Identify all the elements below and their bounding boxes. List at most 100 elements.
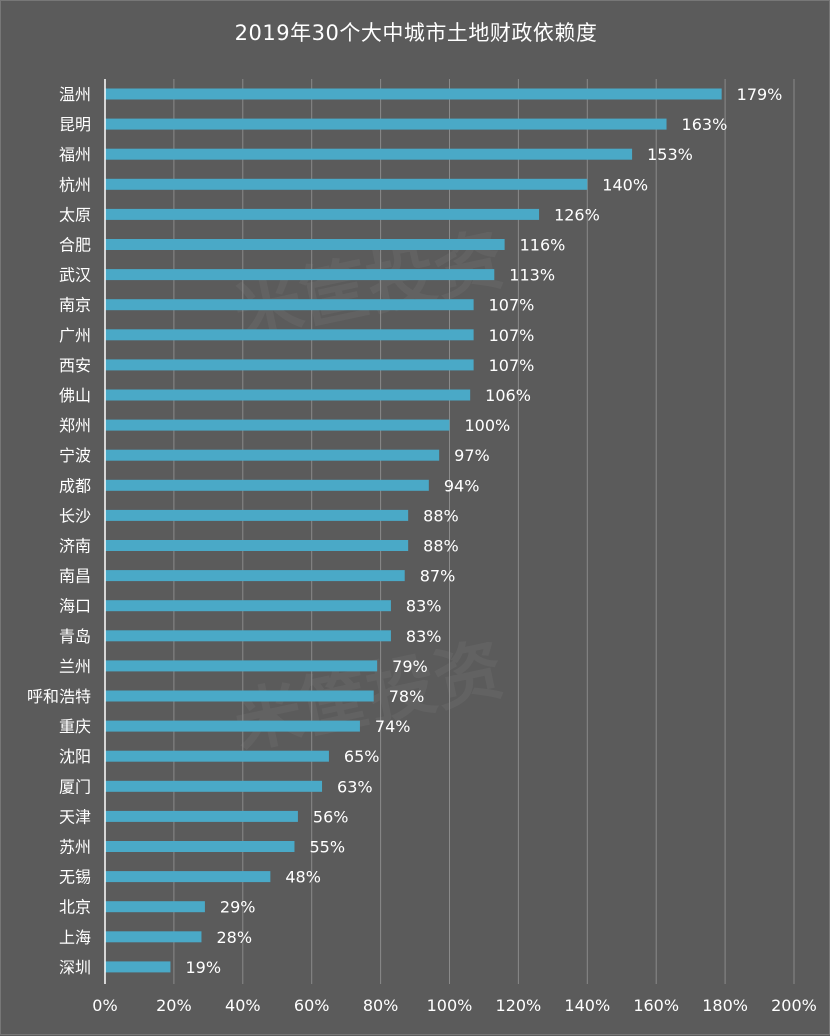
category-label: 深圳 <box>59 958 91 977</box>
category-label: 温州 <box>59 85 91 104</box>
value-label: 29% <box>220 898 256 917</box>
value-label: 94% <box>444 476 480 495</box>
x-tick-label: 20% <box>156 996 192 1015</box>
bar <box>105 239 505 250</box>
category-label: 福州 <box>59 145 91 164</box>
value-label: 55% <box>309 838 345 857</box>
category-label: 济南 <box>59 537 91 556</box>
category-label: 上海 <box>59 928 91 947</box>
category-label: 太原 <box>59 205 91 224</box>
bar <box>105 479 429 491</box>
category-label: 合肥 <box>59 236 91 255</box>
value-label: 79% <box>392 657 428 676</box>
x-tick-label: 180% <box>702 996 748 1015</box>
category-label: 无锡 <box>59 868 91 887</box>
value-label: 140% <box>602 175 648 194</box>
value-label: 56% <box>313 807 349 826</box>
bar <box>105 810 298 822</box>
bar <box>105 750 329 762</box>
value-label: 65% <box>344 747 380 766</box>
x-tick-label: 140% <box>564 996 610 1015</box>
bar <box>105 208 540 220</box>
value-label: 88% <box>423 537 459 556</box>
value-label: 116% <box>520 236 566 255</box>
x-tick-label: 120% <box>496 996 542 1015</box>
value-label: 107% <box>489 326 535 345</box>
category-label: 长沙 <box>59 506 91 525</box>
bar <box>105 570 405 582</box>
value-label: 163% <box>682 115 728 134</box>
value-label: 97% <box>454 446 490 465</box>
category-label: 苏州 <box>59 838 91 857</box>
value-label: 107% <box>489 296 535 315</box>
category-label: 佛山 <box>59 386 91 405</box>
category-label: 武汉 <box>59 266 91 285</box>
value-label: 28% <box>216 928 252 947</box>
x-tick-label: 200% <box>771 996 817 1015</box>
category-label: 南昌 <box>59 567 91 586</box>
bar <box>105 449 440 461</box>
bar <box>105 660 378 672</box>
category-label: 青岛 <box>59 627 91 646</box>
category-label: 西安 <box>59 356 91 375</box>
category-label: 呼和浩特 <box>27 687 91 706</box>
value-label: 179% <box>737 85 783 104</box>
x-tick-label: 0% <box>92 996 117 1015</box>
x-tick-label: 100% <box>427 996 473 1015</box>
bar <box>105 419 450 431</box>
category-label: 广州 <box>59 326 91 345</box>
value-label: 153% <box>647 145 693 164</box>
bar <box>105 931 202 943</box>
bar <box>105 630 391 642</box>
bar <box>105 178 588 190</box>
category-label: 沈阳 <box>59 747 91 766</box>
value-label: 106% <box>485 386 531 405</box>
bar <box>105 118 667 130</box>
category-label: 昆明 <box>59 115 91 134</box>
bar <box>105 269 495 281</box>
value-label: 100% <box>465 416 511 435</box>
value-label: 83% <box>406 597 442 616</box>
value-label: 74% <box>375 717 411 736</box>
category-label: 海口 <box>59 597 91 616</box>
category-label: 兰州 <box>59 657 91 676</box>
value-label: 63% <box>337 777 373 796</box>
bar <box>105 329 474 341</box>
bar <box>105 780 323 792</box>
bar <box>105 841 295 852</box>
bar <box>105 389 471 401</box>
value-label: 88% <box>423 506 459 525</box>
bar <box>105 299 474 311</box>
bar <box>105 509 409 521</box>
x-tick-label: 60% <box>294 996 330 1015</box>
category-label: 北京 <box>59 898 91 917</box>
bar <box>105 690 374 702</box>
category-label: 成都 <box>59 476 91 495</box>
value-label: 83% <box>406 627 442 646</box>
value-label: 87% <box>420 567 456 586</box>
x-tick-label: 40% <box>225 996 261 1015</box>
value-label: 126% <box>554 205 600 224</box>
bar <box>105 600 391 612</box>
value-label: 48% <box>285 868 321 887</box>
value-label: 78% <box>389 687 425 706</box>
bar <box>105 961 171 973</box>
bar <box>105 88 722 100</box>
category-label: 天津 <box>59 807 91 826</box>
x-tick-label: 80% <box>363 996 399 1015</box>
bar <box>105 720 360 732</box>
value-label: 19% <box>185 958 221 977</box>
category-label: 郑州 <box>59 416 91 435</box>
bar <box>105 540 409 551</box>
bar <box>105 359 474 371</box>
category-label: 重庆 <box>59 717 91 736</box>
category-label: 杭州 <box>59 175 91 194</box>
category-label: 南京 <box>59 296 91 315</box>
bar <box>105 901 205 913</box>
x-tick-label: 160% <box>633 996 679 1015</box>
bar <box>105 148 633 160</box>
category-label: 宁波 <box>59 446 91 465</box>
value-label: 107% <box>489 356 535 375</box>
category-label: 厦门 <box>59 777 91 796</box>
